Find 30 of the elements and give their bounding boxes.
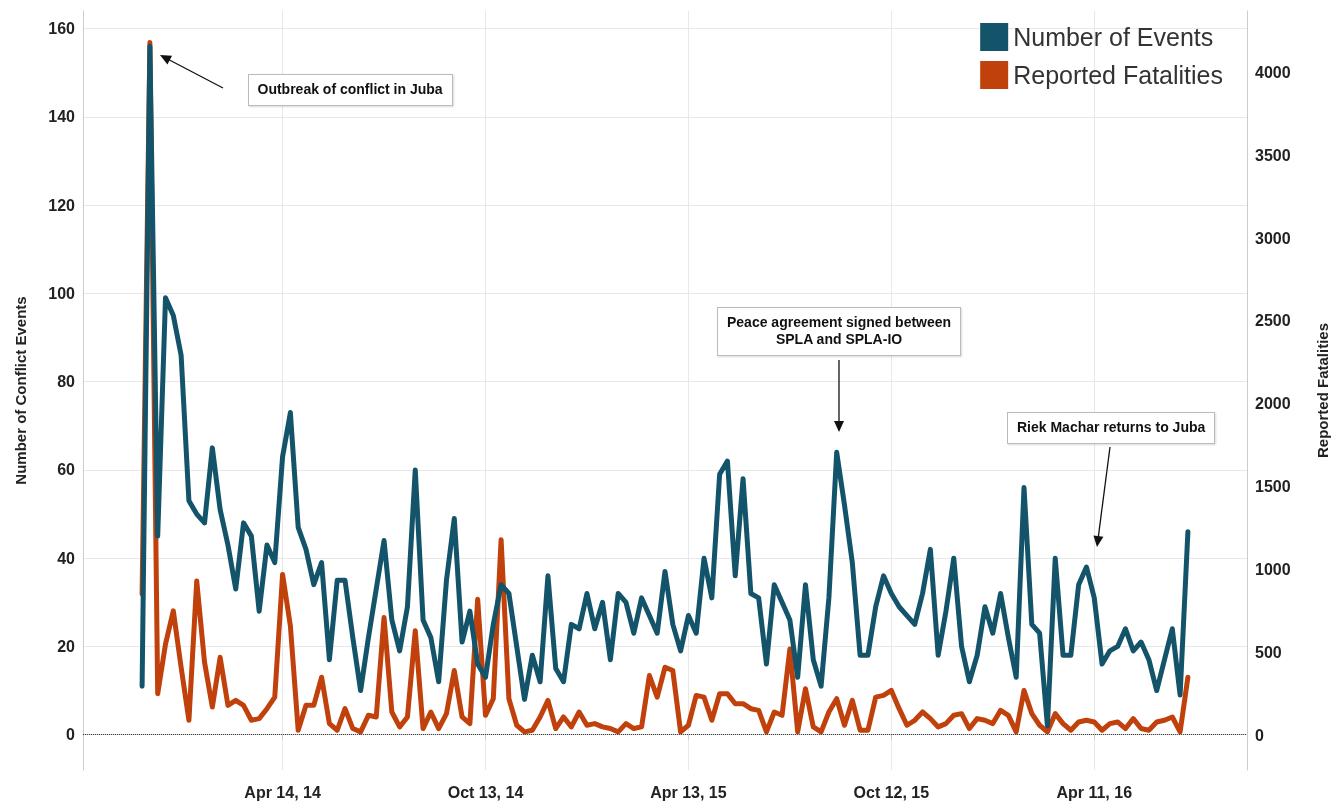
y-tick-label: 20 [57,637,76,655]
y2-tick-label: 3000 [1255,229,1291,247]
y2-axis-title: Reported Fatalities [1314,322,1331,459]
y-tick-label: 60 [57,461,76,479]
y2-tick-label: 2000 [1255,395,1291,413]
x-tick-label: Apr 13, 15 [650,783,727,801]
y2-tick-label: 1500 [1255,478,1291,496]
x-tick-label: Apr 11, 16 [1056,783,1133,801]
legend-label: Number of Events [1013,23,1214,51]
x-tick-label: Oct 12, 15 [853,783,930,801]
y-tick-label: 80 [57,373,76,391]
y-axis-title: Number of Conflict Events [12,296,29,485]
legend-label: Reported Fatalities [1013,61,1223,89]
y-tick-label: 120 [48,196,76,214]
x-tick-label: Apr 14, 14 [244,783,321,801]
y2-tick-label: 2500 [1255,312,1291,330]
y2-tick-label: 1000 [1255,560,1291,578]
y-tick-label: 100 [48,284,76,302]
y-tick-label: 160 [48,20,76,38]
y2-tick-label: 0 [1255,726,1264,744]
annotation: Peace agreement signed between SPLA and SPLA-IO [717,306,962,356]
y2-tick-label: 500 [1255,643,1282,661]
x-tick-label: Oct 13, 14 [447,783,524,801]
y-tick-label: 0 [66,726,76,744]
y-tick-label: 140 [48,108,76,126]
annotation: Riek Machar returns to Juba [1007,412,1216,444]
annotation: Outbreak of conflict in Juba [247,74,453,106]
y2-tick-label: 4000 [1255,63,1291,81]
y-tick-label: 40 [57,549,76,567]
y2-tick-label: 3500 [1255,146,1291,164]
